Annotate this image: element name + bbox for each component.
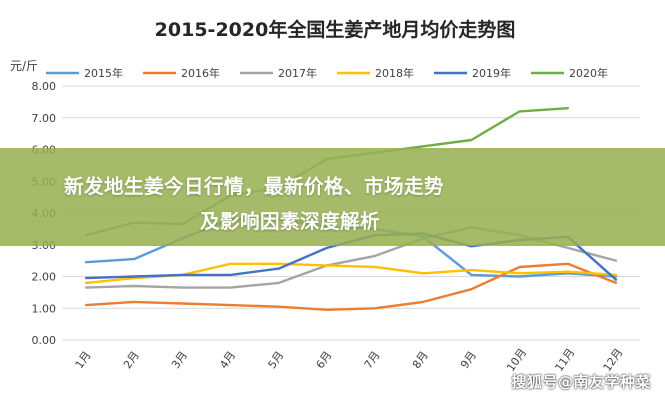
- y-tick-label: 2.00: [32, 271, 57, 284]
- x-tick-label: 12月: [601, 346, 626, 374]
- y-tick-label: 7.00: [32, 112, 57, 125]
- headline-line-2: 及影响因素深度解析: [200, 210, 381, 233]
- x-tick-label: 1月: [73, 349, 94, 371]
- x-tick-label: 2月: [121, 349, 142, 371]
- x-tick-label: 11月: [552, 346, 577, 374]
- y-axis-unit: 元/斤: [10, 59, 38, 73]
- x-tick-label: 3月: [169, 349, 190, 371]
- legend: 2015年 2016年 2017年 2018年 2019年 2020年: [46, 66, 608, 80]
- legend-label: 2018年: [375, 66, 414, 80]
- watermark: 搜狐号@南友学种菜: [511, 373, 651, 391]
- legend-label: 2017年: [278, 66, 317, 80]
- x-tick-label: 7月: [362, 349, 383, 371]
- headline-line-1: 新发地生姜今日行情，最新价格、市场走势: [64, 175, 445, 198]
- legend-label: 2020年: [569, 66, 608, 80]
- chart-title: 2015-2020年全国生姜产地月均价走势图: [155, 18, 516, 41]
- legend-label: 2019年: [472, 66, 511, 80]
- x-tick-label: 4月: [217, 349, 238, 371]
- x-tick-labels: 1月 2月 3月 4月 5月 6月 7月 8月 9月 10月 11月 12月: [73, 346, 626, 374]
- headline-banner: 新发地生姜今日行情，最新价格、市场走势 及影响因素深度解析: [0, 148, 665, 246]
- x-tick-label: 8月: [410, 349, 431, 371]
- legend-label: 2016年: [181, 66, 220, 80]
- x-tick-label: 10月: [504, 346, 529, 374]
- y-tick-label: 8.00: [32, 80, 57, 93]
- series-line: [84, 262, 618, 311]
- y-tick-label: 0.00: [32, 334, 57, 347]
- x-tick-label: 5月: [265, 349, 286, 371]
- y-tick-label: 1.00: [32, 302, 57, 315]
- legend-label: 2015年: [84, 66, 123, 80]
- x-tick-label: 9月: [458, 349, 479, 371]
- x-tick-label: 6月: [314, 349, 335, 371]
